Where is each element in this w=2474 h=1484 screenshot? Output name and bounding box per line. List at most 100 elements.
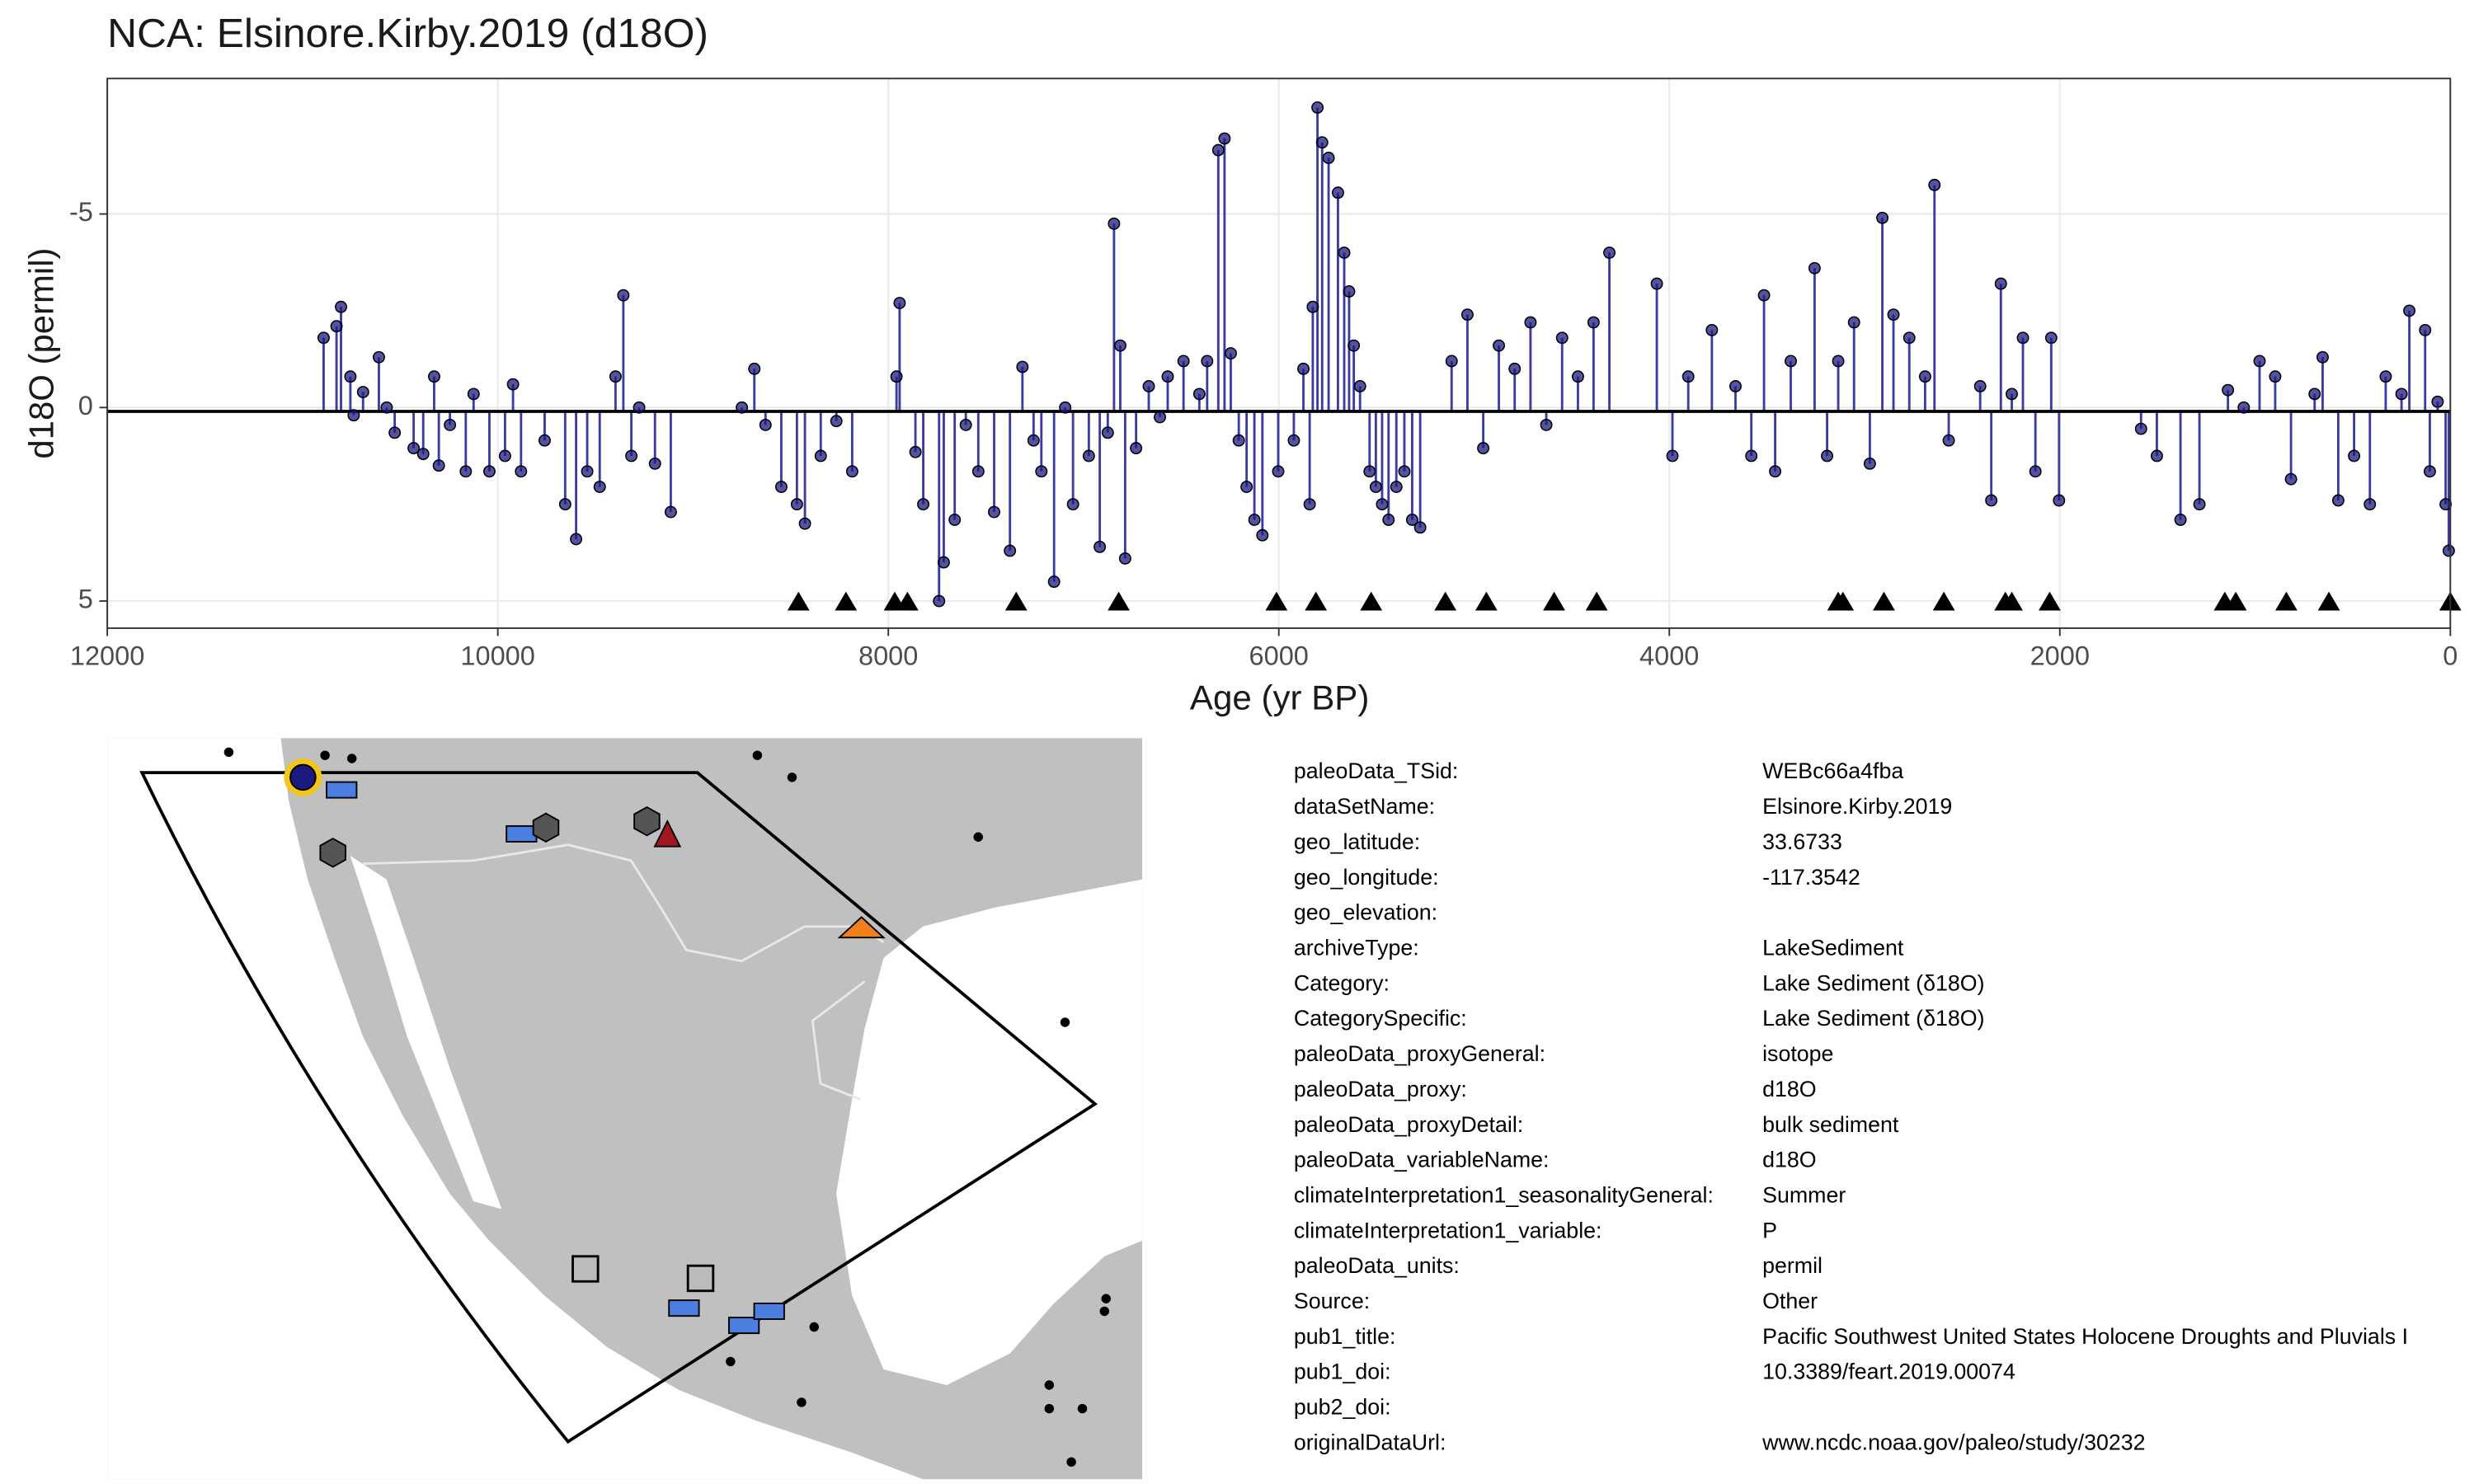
point — [1555, 331, 1569, 345]
chronology-marker — [2001, 591, 2023, 611]
point — [1994, 277, 2007, 290]
metadata: paleoData_TSid: WEBc66a4fba dataSetName: El… — [1294, 758, 2408, 1454]
y-tick-label: -5 — [69, 197, 93, 227]
meta-value: d18O — [1762, 1077, 1817, 1101]
point — [1240, 481, 1253, 493]
y-tick-label: 5 — [78, 585, 93, 614]
point — [633, 401, 646, 414]
point — [1681, 370, 1695, 383]
point — [1027, 434, 1040, 447]
point — [2150, 449, 2163, 463]
point — [2134, 422, 2147, 435]
meta-key: paleoData_proxyDetail: — [1294, 1112, 1523, 1137]
point — [1256, 528, 1269, 542]
x-tick-label: 2000 — [2030, 641, 2090, 671]
meta-value: d18O — [1762, 1148, 1817, 1172]
point — [1524, 316, 1537, 329]
y-tick-label: 0 — [78, 391, 93, 420]
point — [538, 434, 551, 447]
point — [1587, 316, 1600, 329]
point — [2308, 387, 2321, 401]
point — [347, 409, 360, 422]
point — [380, 401, 393, 414]
map — [107, 738, 1143, 1480]
point — [2029, 465, 2042, 478]
point — [1297, 362, 1310, 375]
chronology-marker — [1873, 591, 1895, 611]
point — [1343, 285, 1356, 298]
point — [971, 465, 985, 478]
point — [1729, 380, 1742, 392]
border — [363, 843, 885, 963]
point — [933, 594, 946, 608]
gulf-of-mexico — [836, 879, 1143, 1385]
point — [1154, 411, 1166, 424]
point — [330, 320, 343, 333]
point — [1745, 449, 1758, 463]
point — [2284, 472, 2298, 486]
point — [1808, 261, 1821, 275]
point — [1201, 355, 1214, 368]
meta-key: Category: — [1294, 970, 1390, 995]
plot-border — [106, 77, 2452, 629]
point — [1192, 387, 1206, 401]
point — [2331, 494, 2345, 507]
meta-key: geo_longitude: — [1294, 865, 1439, 890]
ocean — [107, 738, 924, 1480]
point — [372, 350, 385, 364]
point — [1311, 101, 1324, 114]
chronology-marker — [2039, 591, 2061, 611]
meta-key: pub1_title: — [1294, 1324, 1396, 1349]
chronology-marker — [1305, 591, 1328, 611]
point — [1353, 380, 1366, 392]
point — [1985, 494, 1998, 507]
point — [1973, 380, 1987, 392]
chronology-marker — [1360, 591, 1383, 611]
point — [1445, 355, 1458, 368]
point — [748, 362, 761, 375]
x-tick-label: 0 — [2443, 641, 2458, 671]
meta-value: Lake Sediment (δ18O) — [1762, 1006, 1984, 1031]
plot: 12000 10000 8000 6000 4000 2000 0 -5 0 5 — [69, 78, 2462, 671]
point — [1603, 247, 1616, 259]
chronology-marker — [1832, 591, 1855, 611]
point — [1331, 186, 1344, 200]
point — [2363, 498, 2377, 511]
point — [1303, 498, 1316, 511]
point — [2193, 498, 2206, 511]
point — [1928, 178, 1941, 191]
site — [1060, 1017, 1070, 1027]
point — [1177, 355, 1190, 368]
point — [2016, 331, 2030, 345]
point — [570, 533, 583, 546]
point — [1272, 465, 1285, 478]
point — [1306, 300, 1319, 313]
site — [320, 750, 330, 760]
meta-value: isotope — [1762, 1041, 1833, 1066]
point — [388, 426, 402, 439]
gulf — [350, 856, 502, 1209]
point — [1477, 442, 1490, 455]
point — [1382, 514, 1395, 526]
point — [1863, 457, 1876, 470]
meta-value: P — [1762, 1218, 1777, 1242]
point — [1785, 355, 1797, 368]
x-tick-label: 12000 — [70, 641, 144, 671]
meta-key: dataSetName: — [1294, 794, 1435, 819]
point — [790, 498, 803, 511]
point — [1094, 540, 1107, 553]
site — [1077, 1403, 1088, 1414]
point — [830, 415, 843, 428]
meta-key: originalDataUrl: — [1294, 1430, 1446, 1455]
point — [1101, 426, 1114, 439]
chronology-marker — [896, 591, 919, 611]
sites — [223, 747, 1111, 1468]
point — [444, 418, 457, 431]
site — [1066, 1457, 1076, 1468]
point — [959, 418, 972, 431]
point — [2348, 449, 2361, 463]
point — [1847, 316, 1860, 329]
point — [1413, 521, 1427, 534]
point — [2423, 465, 2436, 478]
point — [1666, 449, 1679, 463]
